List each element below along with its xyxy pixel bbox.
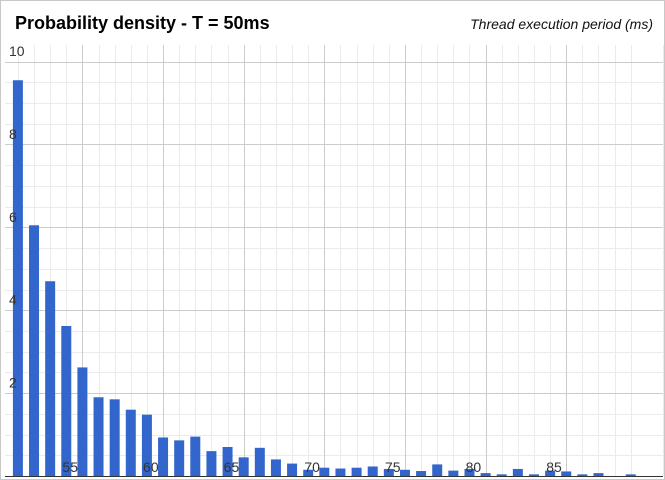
y-tick-labels: 2 4 6 8 10 [9,43,25,391]
y-tick-label-8: 8 [9,126,17,142]
x-tick-label-75: 75 [385,459,401,475]
bar-74 [383,468,394,476]
chart-subtitle: Thread execution period (ms) [470,16,653,32]
bar-66 [254,447,265,476]
bar-58 [125,409,136,476]
bar-62 [190,436,201,476]
bar-67 [270,459,281,476]
bar-61 [174,440,185,476]
bar-78 [448,470,459,476]
x-tick-label-60: 60 [143,459,159,475]
bar-51 [12,80,23,476]
bar-54 [61,325,72,476]
x-tick-label-80: 80 [466,459,482,475]
bar-59 [141,414,152,476]
bar-80 [480,473,491,476]
bar-87 [593,473,604,476]
y-tick-label-10: 10 [9,43,25,59]
bar-69 [303,469,314,476]
bar-81 [496,474,507,476]
y-tick-label-2: 2 [9,375,17,391]
bar-75 [399,469,410,476]
bar-64 [222,446,233,476]
bar-83 [528,474,539,476]
bar-89 [625,474,636,476]
x-tick-labels: 55 60 65 70 75 80 85 [62,459,562,475]
bar-71 [335,468,346,476]
bar-57 [109,399,120,476]
bars [12,80,636,476]
bar-79 [464,468,475,476]
x-tick-label-70: 70 [304,459,320,475]
bar-63 [206,451,217,476]
bar-73 [367,466,378,476]
bar-84 [545,470,556,476]
x-tick-label-65: 65 [224,459,240,475]
bar-76 [416,471,427,476]
bar-86 [577,474,588,476]
bar-55 [77,367,88,476]
y-tick-label-6: 6 [9,209,17,225]
bar-53 [45,281,56,476]
bar-77 [432,464,443,476]
bar-60 [158,437,169,476]
grid [5,45,664,477]
bar-82 [512,468,523,476]
bar-72 [351,467,362,476]
x-tick-label-85: 85 [546,459,562,475]
bar-68 [287,463,298,476]
bar-65 [238,457,249,476]
bar-56 [93,397,104,476]
x-tick-label-55: 55 [62,459,78,475]
bar-52 [29,225,40,476]
bar-85 [561,471,572,476]
bar-70 [319,467,330,476]
y-tick-label-4: 4 [9,292,17,308]
chart-title: Probability density - T = 50ms [15,13,270,33]
